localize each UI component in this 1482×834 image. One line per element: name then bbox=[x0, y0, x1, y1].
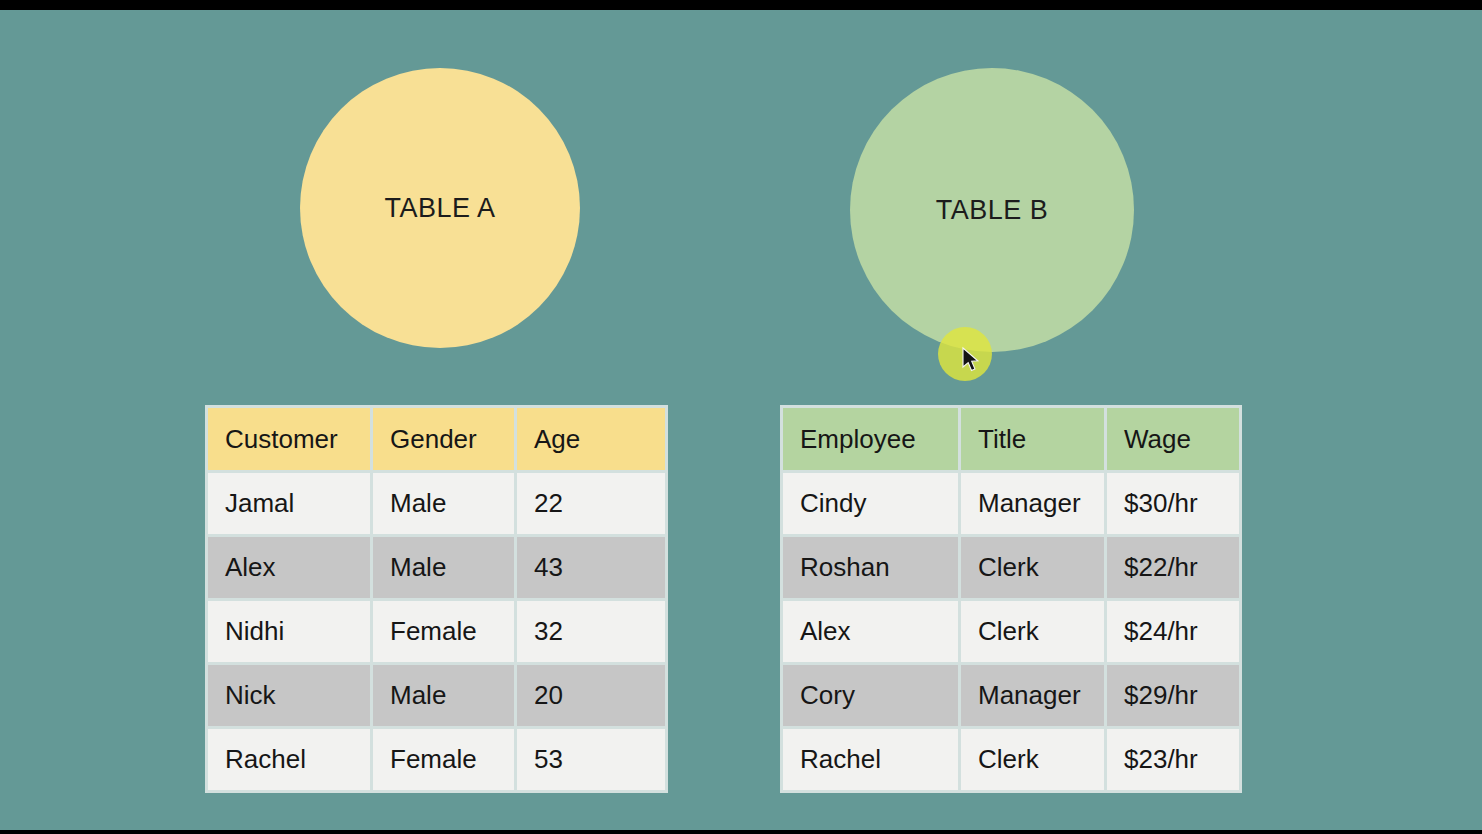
column-header-customer: Customer bbox=[208, 408, 370, 470]
table-cell: Manager bbox=[961, 665, 1104, 726]
customers-table-header-row: Customer Gender Age bbox=[208, 408, 665, 470]
table-row: Alex Male 43 bbox=[208, 537, 665, 598]
table-cell: $24/hr bbox=[1107, 601, 1239, 662]
table-cell: Cory bbox=[783, 665, 958, 726]
column-header-wage: Wage bbox=[1107, 408, 1239, 470]
customers-table: Customer Gender Age Jamal Male 22 Alex M… bbox=[205, 405, 668, 793]
table-cell: 20 bbox=[517, 665, 665, 726]
table-cell: 32 bbox=[517, 601, 665, 662]
table-cell: 53 bbox=[517, 729, 665, 790]
table-cell: Male bbox=[373, 665, 514, 726]
table-cell: $29/hr bbox=[1107, 665, 1239, 726]
table-cell: Male bbox=[373, 537, 514, 598]
table-cell: $30/hr bbox=[1107, 473, 1239, 534]
arrow-pointer-icon bbox=[957, 346, 981, 374]
table-row: Alex Clerk $24/hr bbox=[783, 601, 1239, 662]
table-cell: Manager bbox=[961, 473, 1104, 534]
table-cell: Roshan bbox=[783, 537, 958, 598]
table-a-circle-label: TABLE A bbox=[384, 193, 495, 224]
table-row: Nick Male 20 bbox=[208, 665, 665, 726]
table-cell: Cindy bbox=[783, 473, 958, 534]
table-cell: $22/hr bbox=[1107, 537, 1239, 598]
column-header-age: Age bbox=[517, 408, 665, 470]
table-cell: 43 bbox=[517, 537, 665, 598]
table-cell: Rachel bbox=[208, 729, 370, 790]
table-b-circle-label: TABLE B bbox=[936, 195, 1049, 226]
table-cell: Alex bbox=[208, 537, 370, 598]
column-header-gender: Gender bbox=[373, 408, 514, 470]
table-cell: Nidhi bbox=[208, 601, 370, 662]
table-cell: Rachel bbox=[783, 729, 958, 790]
column-header-employee: Employee bbox=[783, 408, 958, 470]
table-row: Cory Manager $29/hr bbox=[783, 665, 1239, 726]
table-cell: Clerk bbox=[961, 537, 1104, 598]
table-cell: 22 bbox=[517, 473, 665, 534]
table-cell: Clerk bbox=[961, 729, 1104, 790]
video-frame: TABLE A TABLE B Customer Gender Age Jama… bbox=[0, 0, 1482, 834]
table-row: Cindy Manager $30/hr bbox=[783, 473, 1239, 534]
table-cell: Alex bbox=[783, 601, 958, 662]
table-row: Jamal Male 22 bbox=[208, 473, 665, 534]
column-header-title: Title bbox=[961, 408, 1104, 470]
table-cell: $23/hr bbox=[1107, 729, 1239, 790]
table-cell: Nick bbox=[208, 665, 370, 726]
table-cell: Male bbox=[373, 473, 514, 534]
table-row: Nidhi Female 32 bbox=[208, 601, 665, 662]
table-cell: Female bbox=[373, 601, 514, 662]
table-cell: Jamal bbox=[208, 473, 370, 534]
table-row: Rachel Female 53 bbox=[208, 729, 665, 790]
employees-table-header-row: Employee Title Wage bbox=[783, 408, 1239, 470]
table-row: Rachel Clerk $23/hr bbox=[783, 729, 1239, 790]
table-cell: Female bbox=[373, 729, 514, 790]
employees-table: Employee Title Wage Cindy Manager $30/hr… bbox=[780, 405, 1242, 793]
table-b-circle: TABLE B bbox=[850, 68, 1134, 352]
table-a-circle: TABLE A bbox=[300, 68, 580, 348]
letterbox-top-bar bbox=[0, 0, 1482, 10]
slide-canvas: TABLE A TABLE B Customer Gender Age Jama… bbox=[0, 10, 1482, 830]
table-row: Roshan Clerk $22/hr bbox=[783, 537, 1239, 598]
table-cell: Clerk bbox=[961, 601, 1104, 662]
letterbox-bottom-bar bbox=[0, 830, 1482, 834]
